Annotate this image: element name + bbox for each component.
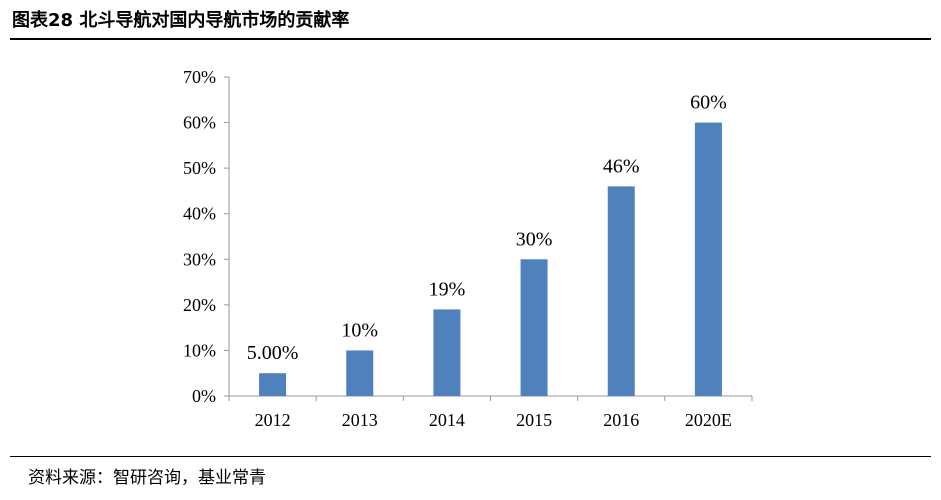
x-tick-label: 2014 xyxy=(429,410,465,430)
y-tick-label: 40% xyxy=(183,204,216,224)
bar-2016 xyxy=(607,186,635,396)
data-label-2020E: 60% xyxy=(690,92,727,114)
bar-2013 xyxy=(346,350,374,396)
bar-2020E xyxy=(694,122,722,397)
y-tick-label: 20% xyxy=(183,295,216,315)
x-tick-label: 2013 xyxy=(342,410,378,430)
bar-2014 xyxy=(433,309,461,396)
title-rule xyxy=(10,38,931,40)
source-note: 资料来源：智研咨询，基业常青 xyxy=(28,468,266,488)
x-tick-label: 2020E xyxy=(685,410,732,430)
bar-2015 xyxy=(520,259,548,396)
data-label-2014: 19% xyxy=(429,278,466,300)
bars xyxy=(259,122,722,397)
y-tick-label: 60% xyxy=(183,113,216,133)
y-tick-label: 30% xyxy=(183,249,216,269)
data-label-2013: 10% xyxy=(341,319,378,341)
data-labels: 5.00% 10% 19% 30% 46% 60% xyxy=(247,92,727,365)
x-tick-label: 2012 xyxy=(255,410,291,430)
x-tick-label: 2016 xyxy=(603,410,639,430)
source-rule xyxy=(10,456,931,457)
x-tick-label: 2015 xyxy=(516,410,552,430)
y-tick-label: 0% xyxy=(192,386,216,406)
bar-2012 xyxy=(259,373,287,396)
data-label-2012: 5.00% xyxy=(247,342,299,364)
y-tick-label: 70% xyxy=(183,67,216,87)
y-axis: 0% 10% 20% 30% 40% 50% 60% 70% xyxy=(183,67,230,406)
data-label-2015: 30% xyxy=(516,228,553,250)
x-axis: 2012 2013 2014 2015 2016 2020E xyxy=(228,395,753,430)
y-tick-label: 50% xyxy=(183,158,216,178)
figure-title: 图表28 北斗导航对国内导航市场的贡献率 xyxy=(12,10,350,31)
data-label-2016: 46% xyxy=(603,155,640,177)
y-tick-label: 10% xyxy=(183,340,216,360)
